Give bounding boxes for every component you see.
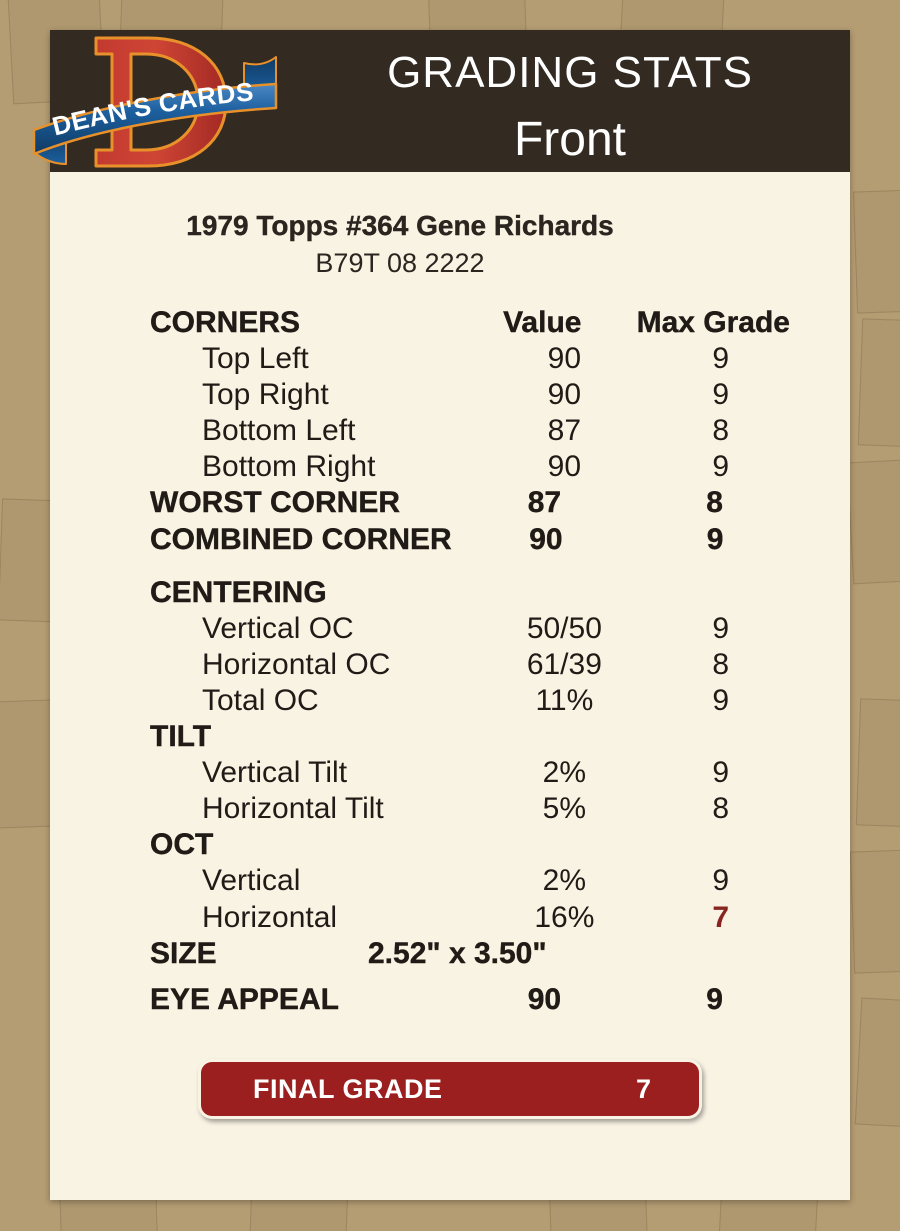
svg-text:DEAN'S CARDS: DEAN'S CARDS (49, 76, 255, 141)
